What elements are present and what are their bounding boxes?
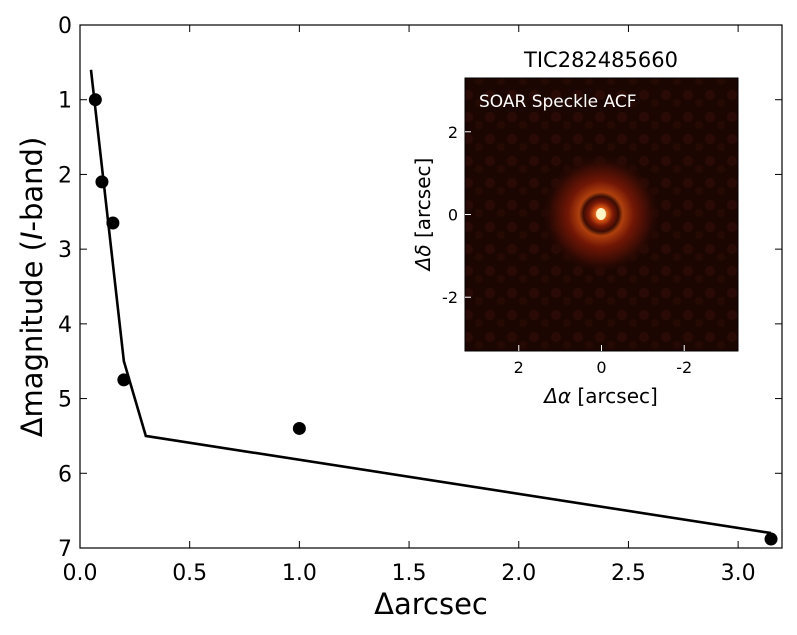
main-y-tick-label: 2 <box>58 163 72 188</box>
inset-y-axis: 2 0 -2 <box>442 123 471 307</box>
main-y-tick-label: 6 <box>58 462 72 487</box>
inset-x-tick-label: 0 <box>596 358 606 377</box>
main-x-tick-label: 0.5 <box>172 561 207 586</box>
inset-annotation: SOAR Speckle ACF <box>479 92 637 112</box>
inset-y-axis-label: Δδ [arcsec] <box>411 158 435 273</box>
contrast-point <box>95 175 109 189</box>
contrast-point <box>117 373 131 387</box>
main-y-tick-label: 7 <box>58 537 72 562</box>
main-x-tick-label: 1.5 <box>392 561 427 586</box>
inset-title: TIC282485660 <box>523 48 678 72</box>
inset-x-axis: 2 0 -2 <box>514 345 692 377</box>
main-y-tick-label: 4 <box>58 313 72 338</box>
inset-x-axis-label: Δα [arcsec] <box>542 384 658 408</box>
contrast-curve-line <box>89 69 772 535</box>
inset-y-tick-label: 0 <box>448 206 458 225</box>
inset-acf-peak <box>596 208 606 220</box>
inset-x-tick-label: -2 <box>676 358 692 377</box>
inset-y-tick-label: 2 <box>448 123 458 142</box>
main-x-tick-label: 2.5 <box>611 561 646 586</box>
main-y-tick-label: 0 <box>58 14 72 39</box>
main-y-tick-label: 3 <box>58 238 72 263</box>
main-series-group <box>88 69 778 546</box>
inset-x-tick-label: 2 <box>514 358 524 377</box>
main-x-tick-label: 3.0 <box>721 561 756 586</box>
main-y-tick-label: 1 <box>58 89 72 114</box>
main-y-axis-label: Δmagnitude (I-band) <box>15 137 49 438</box>
contrast-point <box>88 93 102 107</box>
main-x-tick-label: 1.0 <box>282 561 317 586</box>
main-x-tick-label: 0.0 <box>63 561 98 586</box>
main-x-tick-label: 2.0 <box>501 561 536 586</box>
inset-plot: TIC282485660 SOAR Speckle ACF 2 0 -2 20-2 … <box>411 48 739 408</box>
contrast-point <box>106 216 120 230</box>
main-y-tick-label: 5 <box>58 388 72 413</box>
contrast-point <box>764 532 778 546</box>
main-x-axis-label: Δarcsec <box>374 587 488 621</box>
contrast-point <box>292 421 306 435</box>
inset-y-tick-label: -2 <box>442 288 458 307</box>
main-x-axis: 0.0 0.5 1.0 1.5 2.0 2.5 3.0 <box>63 25 756 586</box>
main-y-axis: 0 1 2 3 4 5 6 7 <box>58 14 782 562</box>
